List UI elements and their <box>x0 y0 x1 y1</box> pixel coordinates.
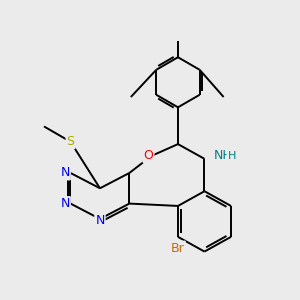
Text: O: O <box>144 149 154 162</box>
Text: H: H <box>227 151 236 161</box>
Text: N: N <box>61 197 70 210</box>
Text: N: N <box>95 214 105 227</box>
Text: S: S <box>67 135 74 148</box>
Text: N: N <box>61 167 70 179</box>
Text: Br: Br <box>171 242 185 254</box>
Text: NH: NH <box>213 149 232 162</box>
